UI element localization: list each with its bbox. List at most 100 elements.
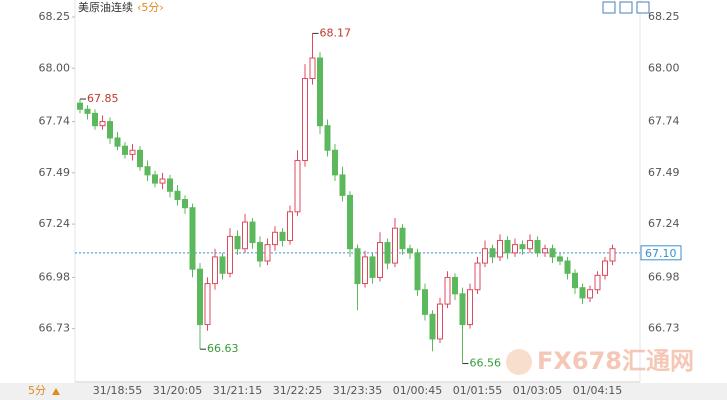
period-label[interactable]: ‹5分›	[137, 1, 164, 14]
candle-body	[167, 178, 173, 192]
candle-body	[369, 256, 376, 278]
candle-body	[609, 248, 616, 262]
candle-body	[414, 252, 421, 291]
x-tick-label: 31/21:15	[213, 384, 262, 397]
candle-body	[482, 248, 488, 264]
candle-body	[99, 121, 106, 127]
candle-body	[542, 248, 548, 254]
y-tick-label: 67.24	[39, 217, 71, 230]
candle-body	[459, 293, 466, 326]
candle-body	[84, 108, 91, 114]
candle-body	[557, 256, 563, 262]
y-tick-label: 66.98	[39, 270, 71, 283]
candle-body	[519, 244, 526, 250]
extreme-label: 67.85	[87, 92, 119, 105]
candle-body	[294, 160, 301, 213]
candle-body	[107, 121, 113, 139]
candle-body	[339, 174, 346, 196]
candle-body	[204, 283, 211, 326]
candle-body	[422, 289, 428, 315]
candle-body	[212, 256, 218, 285]
candle-body	[527, 240, 533, 250]
last-price-box	[640, 245, 682, 261]
y-tick-label-right: 68.00	[648, 61, 680, 74]
x-tick-label: 01/00:45	[393, 384, 442, 397]
y-tick-label: 67.49	[39, 166, 71, 179]
candle-body	[534, 240, 541, 254]
y-tick-label-right: 67.49	[648, 166, 680, 179]
x-tick-label: 01/03:05	[513, 384, 562, 397]
candle-body	[392, 227, 398, 264]
candle-body	[429, 313, 436, 340]
x-axis-band	[0, 383, 727, 400]
candle-body	[489, 248, 496, 258]
y-tick-label: 68.25	[39, 10, 71, 23]
watermark: FX678汇通网	[537, 347, 694, 375]
y-tick-label: 68.00	[39, 61, 71, 74]
period-switch-arrow[interactable]	[52, 388, 60, 395]
candle-body	[242, 221, 248, 250]
candle-body	[317, 57, 323, 127]
period-switch[interactable]: 5分	[28, 384, 46, 397]
tool-icon[interactable]	[636, 1, 650, 14]
extreme-label: 68.17	[320, 26, 352, 39]
candle-body	[572, 272, 578, 289]
candle-body	[594, 274, 601, 291]
candle-body	[497, 240, 503, 258]
candle-body	[257, 242, 263, 262]
candle-body	[227, 235, 233, 274]
candle-body	[444, 276, 451, 305]
y-tick-label-right: 67.74	[648, 115, 680, 128]
last-price-label: 67.10	[645, 247, 677, 260]
y-tick-label-right: 67.24	[648, 217, 680, 230]
candle-body	[272, 231, 278, 246]
candle-body	[362, 256, 368, 285]
x-tick-label: 31/22:25	[273, 384, 322, 397]
candle-body	[249, 221, 256, 244]
y-tick-label-right: 68.25	[648, 10, 680, 23]
candle-body	[114, 137, 121, 147]
toolbar	[602, 1, 650, 14]
y-tick-label: 67.74	[39, 115, 71, 128]
x-tick-label: 01/04:15	[573, 384, 622, 397]
candle-body	[377, 242, 383, 278]
candle-body	[122, 145, 128, 155]
candle-body	[579, 287, 586, 299]
candle-body	[452, 276, 458, 295]
candle-body	[152, 174, 158, 184]
candle-body	[182, 199, 188, 209]
candle-body	[564, 260, 571, 274]
candle-body	[264, 244, 271, 262]
candle-body	[137, 149, 143, 168]
candle-body	[279, 231, 286, 242]
candle-body	[129, 149, 136, 155]
candle-body	[587, 289, 593, 299]
y-tick-label: 66.73	[39, 322, 71, 335]
candle-body	[602, 260, 608, 276]
candle-body	[144, 166, 151, 176]
x-tick-label: 31/20:05	[153, 384, 202, 397]
candle-body	[287, 211, 293, 242]
candle-body	[512, 244, 518, 254]
candle-body	[159, 178, 166, 184]
candle-body	[324, 125, 331, 151]
candle-body	[407, 248, 413, 254]
x-tick-label: 31/23:35	[333, 384, 382, 397]
tool-icon[interactable]	[619, 1, 633, 14]
y-tick-label-right: 66.73	[648, 322, 680, 335]
candle-body	[92, 112, 98, 127]
candle-body	[504, 240, 511, 254]
candle-body	[309, 57, 316, 80]
tool-icon[interactable]	[602, 1, 616, 14]
candle-body	[219, 256, 226, 274]
x-tick-label: 01/01:55	[453, 384, 502, 397]
candle-body	[189, 207, 196, 270]
candle-body	[234, 235, 241, 250]
candle-body	[77, 102, 83, 110]
extreme-label: 66.63	[207, 342, 239, 355]
candle-body	[332, 149, 338, 176]
y-tick-label-right: 66.98	[648, 270, 680, 283]
candle-body	[174, 190, 181, 201]
candle-body	[354, 248, 361, 285]
